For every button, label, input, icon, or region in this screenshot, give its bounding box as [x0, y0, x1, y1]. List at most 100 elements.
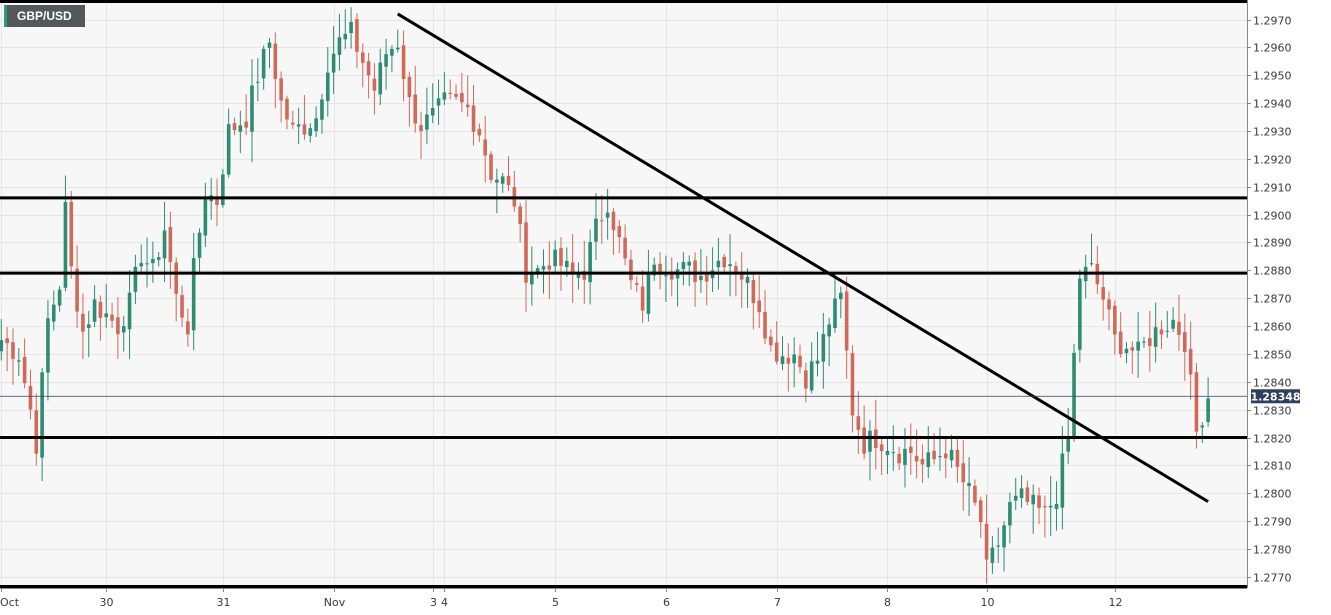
- candle-body: [308, 128, 313, 136]
- candle: [693, 252, 697, 307]
- candle-body: [425, 114, 429, 130]
- candle-body: [500, 176, 505, 184]
- candle-body: [792, 354, 796, 364]
- candle-body: [879, 444, 884, 452]
- candle-body: [419, 125, 423, 132]
- candle: [110, 302, 114, 329]
- y-tick-label: 1.2860: [1253, 321, 1292, 334]
- candle-body: [28, 386, 33, 410]
- candle-body: [763, 311, 767, 339]
- candle: [1188, 321, 1193, 400]
- candle: [908, 423, 913, 476]
- candle: [197, 228, 202, 274]
- candle-body: [524, 222, 528, 283]
- candle: [652, 257, 657, 281]
- candle: [879, 436, 884, 475]
- candle: [325, 47, 330, 117]
- candle: [996, 527, 1001, 564]
- candle-body: [932, 450, 936, 460]
- candle: [844, 276, 849, 379]
- candle-body: [1101, 287, 1105, 300]
- candle-body: [1165, 330, 1170, 332]
- y-tick-label: 1.2920: [1253, 154, 1292, 167]
- candle: [833, 272, 837, 333]
- candle-body: [570, 262, 575, 274]
- candle: [955, 435, 960, 483]
- candle-body: [1153, 327, 1158, 347]
- x-axis: Oct 30 31 Nov 3 4 5 6 7 8 10 12: [0, 588, 1247, 609]
- candle: [465, 75, 470, 117]
- candle-body: [407, 76, 412, 98]
- x-tick-label: 7: [774, 596, 781, 609]
- candle: [681, 252, 686, 286]
- candle-body: [116, 317, 120, 335]
- candle-body: [156, 257, 161, 260]
- candle: [506, 156, 511, 192]
- candle: [664, 255, 668, 302]
- candle: [343, 9, 348, 50]
- candle: [751, 273, 756, 330]
- candle-body: [961, 463, 966, 483]
- plot-background: [0, 0, 1247, 588]
- candle: [623, 224, 627, 266]
- candle-body: [413, 94, 418, 124]
- candle-body: [46, 318, 50, 373]
- candle-body: [325, 72, 330, 102]
- candle: [1019, 475, 1024, 508]
- y-tick-label: 1.2950: [1253, 70, 1292, 83]
- candle: [1078, 269, 1082, 363]
- candle: [1031, 484, 1036, 534]
- candle-body: [535, 268, 540, 273]
- candle-body: [75, 268, 79, 312]
- candle: [40, 367, 44, 482]
- candle-body: [104, 313, 109, 318]
- candle: [34, 393, 39, 466]
- candle-body: [938, 456, 942, 458]
- candle-body: [1013, 495, 1018, 501]
- current-price-label: 1.28348: [1250, 390, 1300, 403]
- candle-body: [203, 198, 208, 236]
- candle: [897, 446, 901, 470]
- y-tick-label: 1.2940: [1253, 98, 1292, 111]
- candle-body: [495, 179, 499, 183]
- candle-body: [664, 275, 668, 277]
- candle-body: [658, 263, 662, 273]
- candle: [990, 536, 995, 574]
- candle: [1124, 342, 1129, 364]
- candle: [1118, 312, 1123, 358]
- candle-body: [1019, 488, 1024, 498]
- candle: [547, 241, 552, 300]
- candle: [1043, 495, 1047, 538]
- candle: [943, 438, 948, 479]
- y-tick-label: 1.2890: [1253, 237, 1292, 250]
- candle-body: [378, 62, 383, 95]
- candle-body: [1043, 506, 1047, 508]
- candle: [629, 249, 633, 290]
- candle-body: [226, 124, 231, 175]
- candle: [646, 249, 651, 322]
- candle: [1182, 313, 1187, 381]
- candle-body: [669, 271, 674, 280]
- candle-body: [541, 266, 546, 270]
- grid: [0, 0, 1247, 588]
- candle: [978, 496, 983, 539]
- candle-body: [594, 218, 598, 242]
- candle-body: [1066, 436, 1070, 452]
- candle: [1177, 294, 1181, 351]
- candle: [821, 312, 826, 389]
- candle: [168, 211, 173, 289]
- candle-body: [1200, 425, 1205, 428]
- candle: [127, 270, 132, 359]
- candle-body: [809, 361, 814, 391]
- candle-body: [815, 360, 820, 364]
- candle-body: [699, 276, 703, 281]
- candle-body: [774, 342, 779, 362]
- candle: [279, 71, 283, 123]
- candle: [116, 297, 120, 359]
- candle-body: [442, 92, 447, 100]
- candle: [827, 317, 831, 367]
- candle-body: [734, 266, 738, 272]
- candle: [1008, 492, 1012, 544]
- candle-body: [372, 78, 377, 91]
- candle: [780, 336, 785, 371]
